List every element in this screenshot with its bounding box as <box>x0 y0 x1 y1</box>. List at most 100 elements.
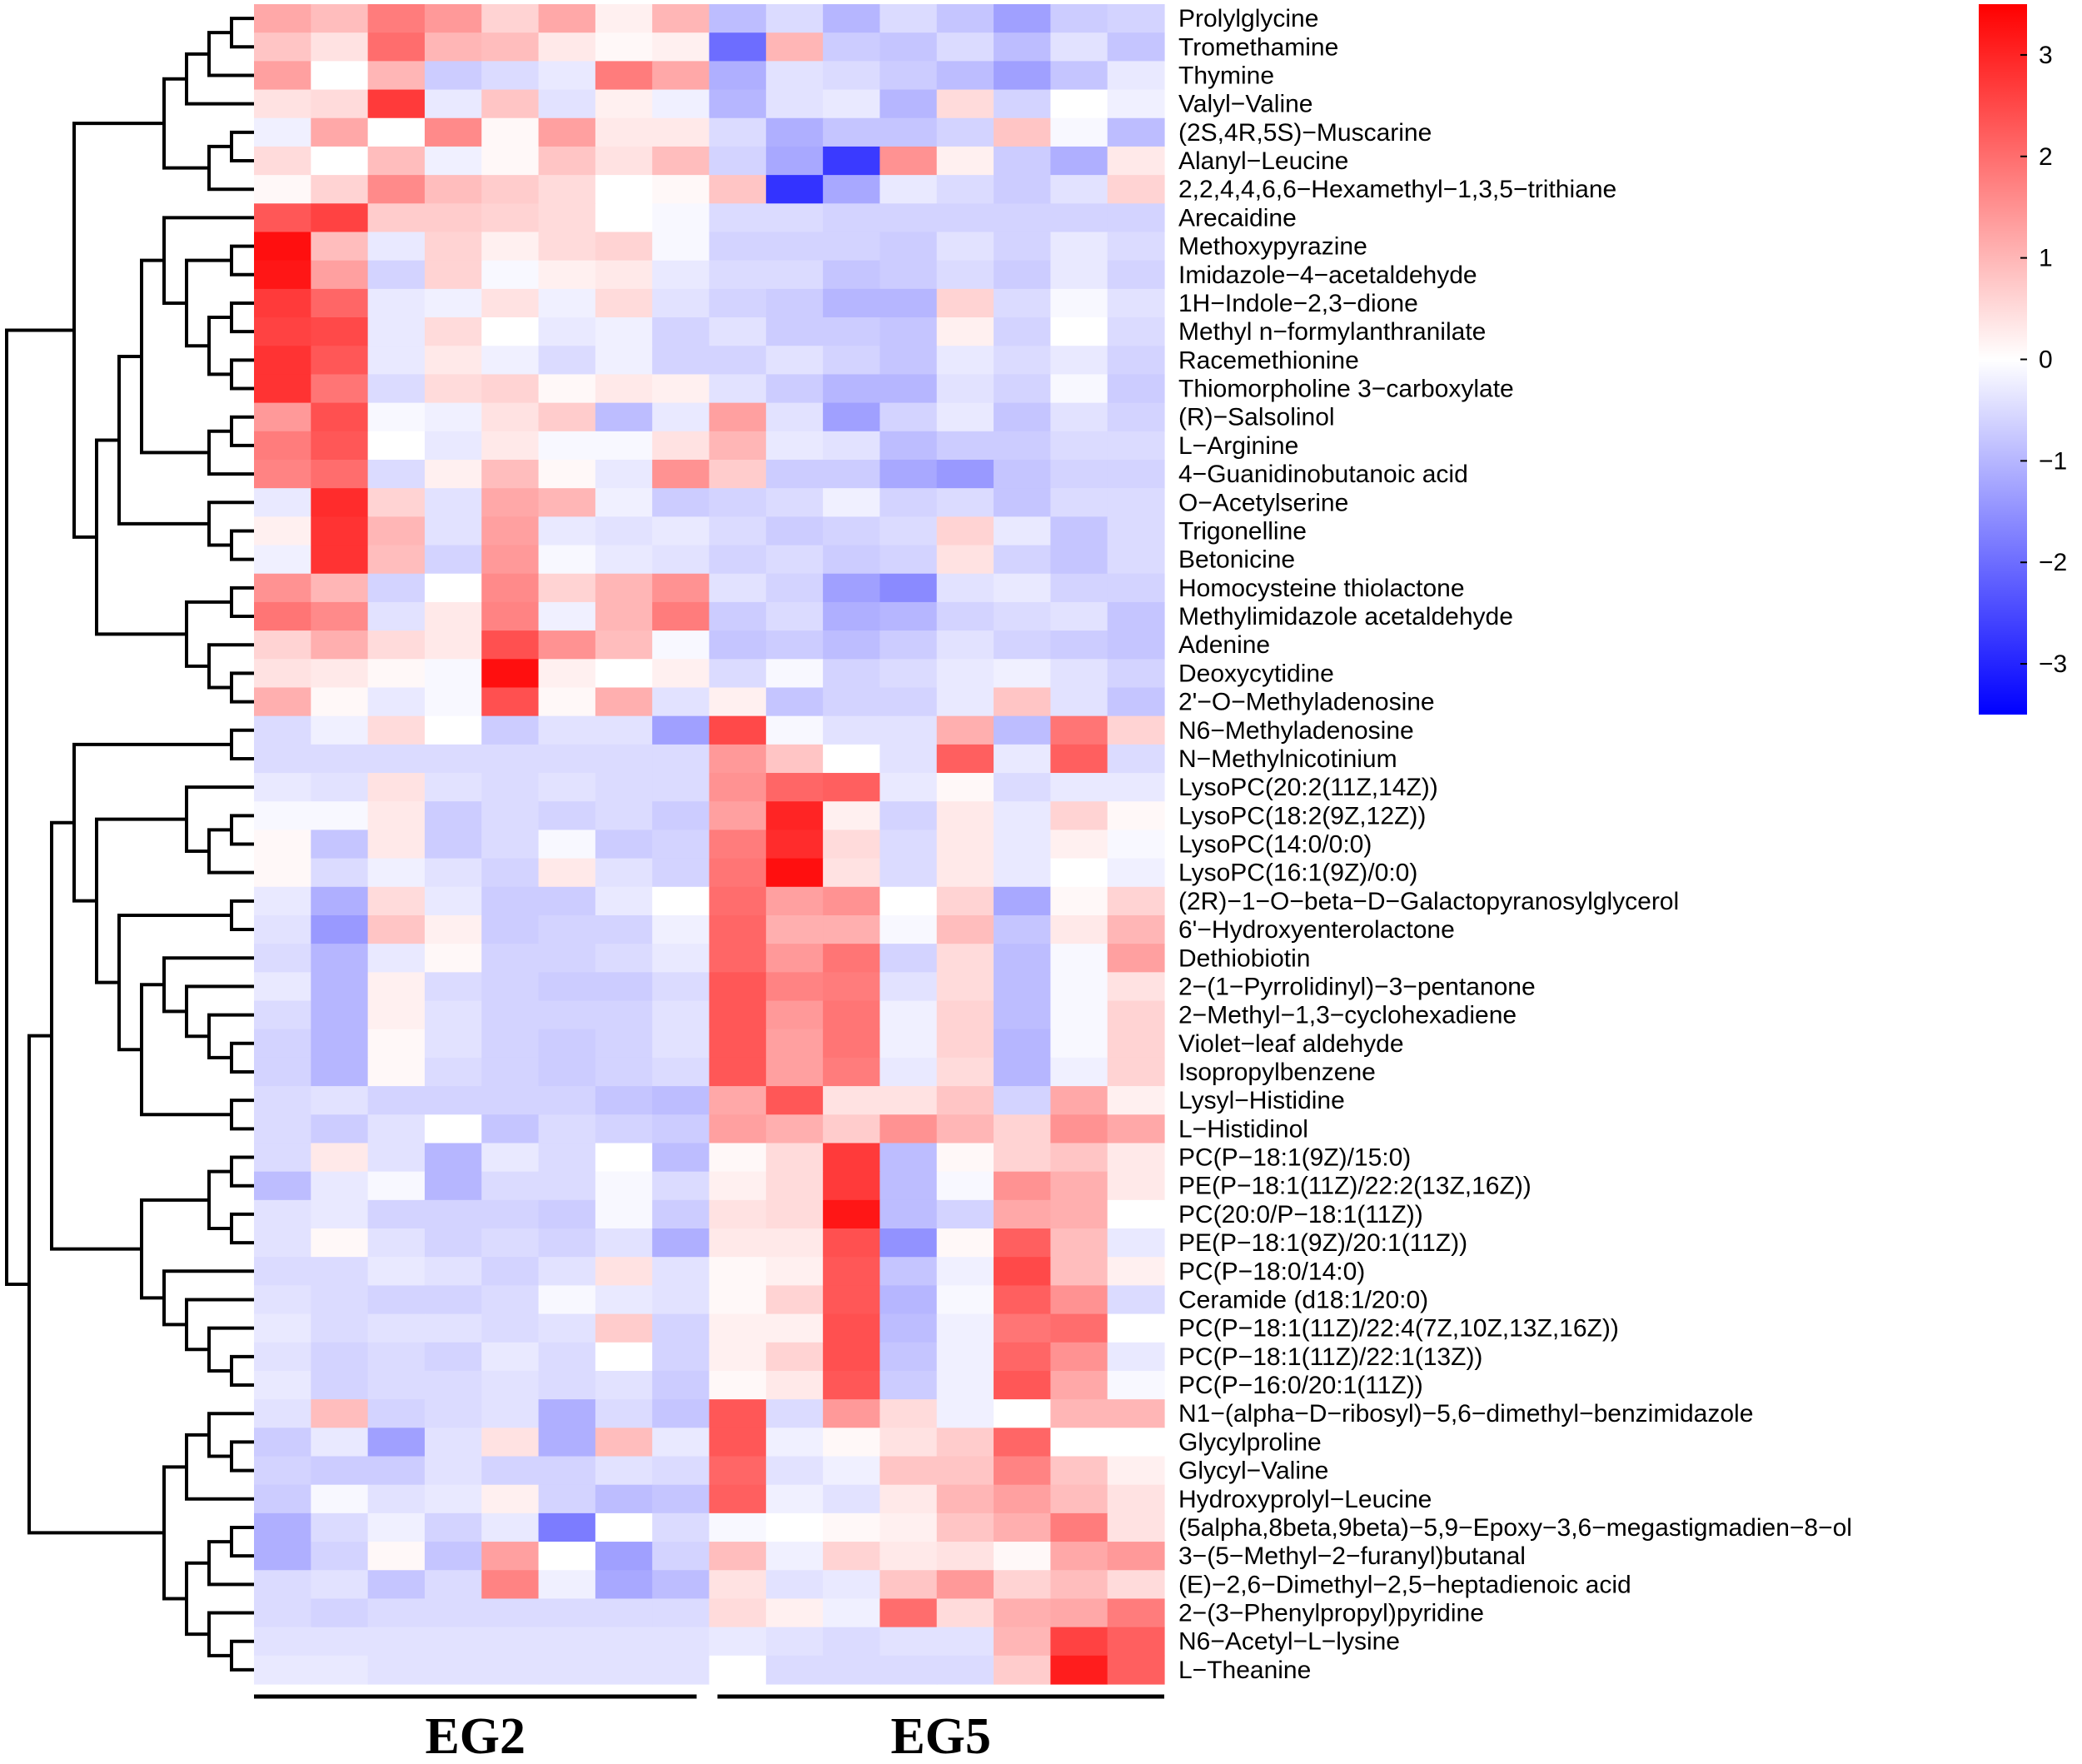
row-label: Imidazole−4−acetaldehyde <box>1178 262 1477 289</box>
heatmap-cell <box>652 1598 710 1628</box>
heatmap-cell <box>1050 89 1108 119</box>
dendrogram-branch <box>230 814 254 846</box>
heatmap-cell <box>994 1428 1051 1458</box>
heatmap-cell <box>311 1370 369 1400</box>
heatmap-cell <box>595 573 653 603</box>
heatmap-cell <box>709 288 767 318</box>
heatmap-cell <box>994 1086 1051 1115</box>
heatmap-cell <box>994 146 1051 176</box>
heatmap-cell <box>709 1399 767 1428</box>
heatmap-cell <box>1050 1143 1108 1173</box>
heatmap-cell <box>311 1143 369 1173</box>
heatmap-cell <box>595 1484 653 1514</box>
heatmap-cell <box>994 972 1051 1002</box>
heatmap-cell <box>367 1285 426 1315</box>
heatmap-cell <box>424 1057 482 1087</box>
heatmap-cell <box>709 488 767 517</box>
heatmap-cell <box>936 1512 994 1542</box>
heatmap-cell <box>254 1370 311 1400</box>
heatmap-cell <box>1050 488 1108 517</box>
heatmap-cell <box>823 1000 881 1030</box>
heatmap-cell <box>481 1285 540 1315</box>
heatmap-cell <box>879 687 938 717</box>
heatmap-cell <box>538 431 596 461</box>
heatmap-cell <box>538 317 596 346</box>
heatmap-cell <box>367 317 426 346</box>
heatmap-cell <box>367 573 426 603</box>
heatmap-cell <box>595 1570 653 1600</box>
heatmap-cell <box>424 61 482 91</box>
heatmap-cell <box>823 1512 881 1542</box>
heatmap-cell <box>1107 459 1165 489</box>
heatmap-cell <box>765 288 824 318</box>
heatmap-cell <box>1050 4 1108 33</box>
heatmap-cell <box>823 431 881 461</box>
heatmap-cell <box>652 1199 710 1229</box>
heatmap-cell <box>936 1370 994 1400</box>
heatmap-cell <box>424 203 482 233</box>
row-label: Lysyl−Histidine <box>1178 1087 1345 1114</box>
heatmap-cell <box>254 1285 311 1315</box>
heatmap-cell <box>823 32 881 62</box>
heatmap-cell <box>936 858 994 888</box>
heatmap-cell <box>823 488 881 517</box>
heatmap-cell <box>652 944 710 973</box>
heatmap-cell <box>367 1228 426 1258</box>
heatmap-cell <box>538 232 596 262</box>
heatmap-cell <box>424 1655 482 1685</box>
heatmap-cell <box>481 773 540 802</box>
heatmap-cell <box>595 1456 653 1486</box>
row-label: Glycyl−Valine <box>1178 1458 1328 1485</box>
heatmap-cell <box>595 1542 653 1571</box>
heatmap-cell <box>254 1342 311 1372</box>
heatmap-cell <box>823 1342 881 1372</box>
heatmap-cell <box>424 232 482 262</box>
colorbar-gradient <box>1979 4 2027 715</box>
heatmap-cell <box>367 1542 426 1571</box>
heatmap-cell <box>254 1313 311 1343</box>
heatmap-cell <box>936 61 994 91</box>
row-label: Thiomorpholine 3−carboxylate <box>1178 376 1514 403</box>
heatmap-cell <box>254 914 311 944</box>
heatmap-cell <box>994 886 1051 916</box>
dendrogram-branch <box>230 415 254 447</box>
heatmap-cell <box>1050 374 1108 404</box>
dendrogram-branch <box>230 244 254 277</box>
heatmap-cell <box>367 1627 426 1657</box>
heatmap-cell <box>254 260 311 290</box>
heatmap-cell <box>936 1627 994 1657</box>
heatmap-cell <box>823 1370 881 1400</box>
dendrogram-branch <box>162 1269 254 1327</box>
heatmap-cell <box>424 1428 482 1458</box>
heatmap-cell <box>424 260 482 290</box>
heatmap-cell <box>879 32 938 62</box>
heatmap-cell <box>652 1570 710 1600</box>
dendrogram-branch <box>230 301 254 334</box>
heatmap-cell <box>994 1399 1051 1428</box>
heatmap-cell <box>709 886 767 916</box>
heatmap-cell <box>424 1370 482 1400</box>
heatmap-cell <box>367 1171 426 1201</box>
heatmap-cell <box>424 146 482 176</box>
heatmap-cell <box>481 1057 540 1087</box>
heatmap-cell <box>823 516 881 546</box>
heatmap-cell <box>1107 715 1165 745</box>
heatmap-cell <box>595 1342 653 1372</box>
heatmap-cell <box>538 488 596 517</box>
heatmap-cell <box>595 1428 653 1458</box>
heatmap-cell <box>709 1257 767 1286</box>
heatmap-cell <box>879 317 938 346</box>
heatmap-cell <box>936 431 994 461</box>
heatmap-cell <box>595 1029 653 1059</box>
heatmap-cell <box>1107 175 1165 204</box>
heatmap-cell <box>879 1171 938 1201</box>
heatmap-cell <box>709 1542 767 1571</box>
heatmap-cell <box>765 659 824 689</box>
heatmap-cell <box>823 4 881 33</box>
heatmap-cell <box>823 972 881 1002</box>
heatmap-cell <box>994 715 1051 745</box>
heatmap-cell <box>994 203 1051 233</box>
heatmap-cell <box>1107 89 1165 119</box>
heatmap-cell <box>652 1313 710 1343</box>
heatmap-cell <box>595 431 653 461</box>
